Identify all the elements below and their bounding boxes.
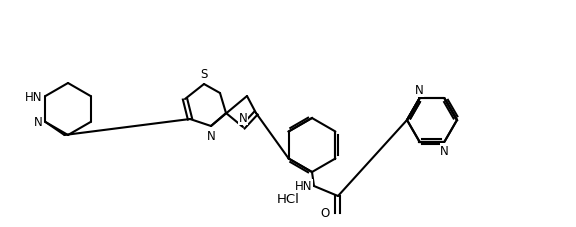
Text: N: N: [415, 84, 424, 97]
Text: N: N: [207, 129, 215, 142]
Text: N: N: [440, 144, 449, 157]
Text: O: O: [321, 207, 330, 220]
Text: S: S: [200, 68, 208, 81]
Text: HN: HN: [25, 90, 43, 103]
Text: N: N: [34, 116, 43, 129]
Text: N: N: [238, 111, 247, 124]
Text: HCl: HCl: [276, 193, 300, 206]
Text: HN: HN: [294, 180, 312, 193]
